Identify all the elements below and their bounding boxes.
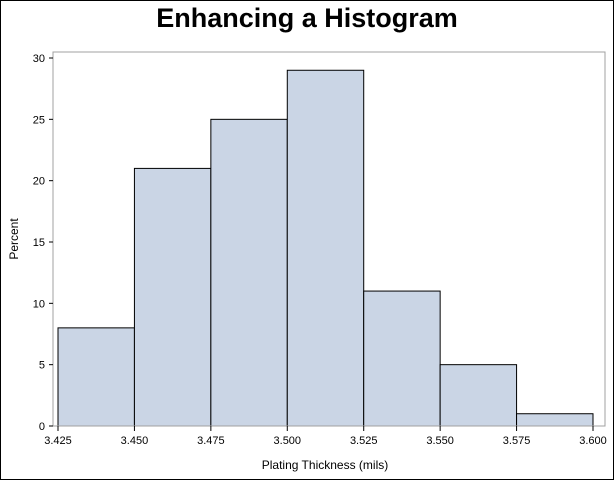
y-tick-label: 25 (33, 114, 45, 126)
y-tick-label: 10 (33, 298, 45, 310)
y-tick-label: 5 (39, 360, 45, 372)
histogram-bar (516, 413, 594, 427)
histogram-bar (210, 118, 288, 427)
y-tick-label: 30 (33, 53, 45, 65)
x-tick-label: 3.550 (426, 435, 454, 447)
y-tick-label: 20 (33, 176, 45, 188)
histogram-bar (439, 364, 518, 427)
x-axis-label: Plating Thickness (mils) (262, 458, 388, 472)
histogram-bar (286, 69, 365, 427)
histogram-bar (133, 167, 212, 427)
bars-layer (57, 69, 594, 427)
y-axis: 0 5 10 15 20 25 30 (33, 53, 53, 433)
x-tick-label: 3.600 (579, 435, 607, 447)
x-tick-label: 3.500 (274, 435, 302, 447)
x-axis: 3.425 3.450 3.475 3.500 3.525 3.550 3.575 3.600 (44, 426, 607, 447)
histogram-bar (363, 290, 441, 427)
x-tick-label: 3.525 (350, 435, 378, 447)
plot-area-frame (52, 51, 606, 427)
x-tick-label: 3.575 (503, 435, 531, 447)
chart-title: Enhancing a Histogram (156, 3, 458, 33)
x-tick-label: 3.450 (121, 435, 149, 447)
histogram-bar (57, 327, 135, 427)
y-axis-label: Percent (7, 218, 21, 260)
y-tick-label: 0 (39, 421, 45, 433)
y-tick-label: 15 (33, 237, 45, 249)
x-tick-label: 3.425 (44, 435, 72, 447)
x-tick-label: 3.475 (197, 435, 225, 447)
